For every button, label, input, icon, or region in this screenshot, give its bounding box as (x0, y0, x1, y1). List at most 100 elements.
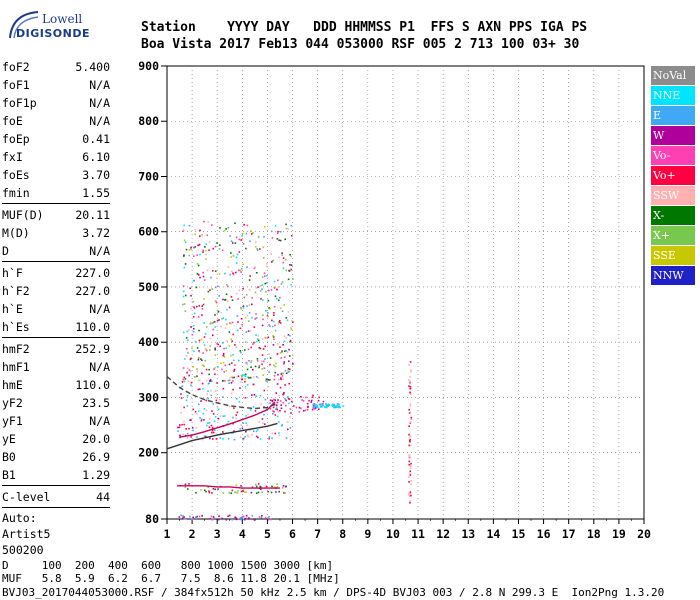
echo-point (282, 343, 284, 346)
echo-point (211, 380, 213, 383)
echo-point (285, 372, 288, 375)
echo-point (251, 316, 253, 319)
echo-point (275, 408, 277, 410)
echo-point (190, 307, 192, 310)
echo-point (253, 341, 255, 344)
echo-point (273, 312, 275, 314)
echo-point (278, 378, 280, 381)
echo-point (408, 460, 411, 463)
echo-point (205, 249, 207, 252)
echo-point (281, 252, 283, 254)
echo-point (282, 393, 284, 396)
echo-point (278, 432, 280, 434)
echo-point (224, 380, 226, 382)
echo-point (203, 489, 206, 492)
echo-point (327, 405, 329, 407)
echo-point (205, 326, 208, 328)
param-key: h`Es (2, 320, 30, 334)
echo-point (250, 303, 253, 306)
echo-point (227, 285, 229, 288)
echo-point (228, 306, 231, 309)
echo-point (271, 319, 273, 322)
echo-point (248, 279, 251, 281)
echo-point (206, 234, 209, 237)
param-value: 1.29 (82, 468, 110, 482)
param-value: 110.0 (75, 320, 110, 334)
echo-point (240, 306, 242, 309)
echo-point (258, 366, 260, 369)
echo-point (214, 390, 217, 392)
param-key: M(D) (2, 226, 30, 240)
echo-point (235, 262, 238, 264)
echo-point (219, 432, 222, 435)
echo-point (244, 378, 246, 380)
param-key: fxI (2, 150, 23, 164)
echo-point (224, 327, 227, 329)
echo-point (247, 348, 250, 351)
param-value: 227.0 (75, 266, 110, 280)
echo-point (289, 408, 292, 410)
echo-point (278, 434, 281, 437)
echo-point (266, 385, 269, 388)
echo-point (240, 239, 242, 241)
echo-point (272, 336, 275, 338)
echo-point (247, 376, 249, 378)
echo-point (281, 281, 284, 283)
echo-point (408, 454, 411, 457)
echo-point (218, 273, 221, 275)
echo-point (237, 375, 240, 378)
echo-point (240, 377, 243, 380)
echo-point (408, 408, 410, 411)
echo-point (268, 437, 270, 440)
echo-point (185, 347, 188, 350)
echo-point (258, 365, 261, 367)
echo-point (183, 423, 185, 426)
x-tick-label: 14 (486, 527, 500, 541)
echo-point (266, 314, 269, 317)
echo-point (255, 485, 258, 488)
echo-point (275, 392, 278, 394)
echo-point (290, 268, 292, 271)
echo-point (263, 225, 266, 228)
echo-point (232, 359, 235, 362)
echo-point (257, 235, 260, 238)
y-tick-label: 80 (145, 512, 159, 526)
echo-point (265, 265, 268, 268)
echo-point (192, 327, 195, 330)
echo-point (214, 286, 217, 289)
echo-point (237, 490, 239, 492)
echo-point (288, 355, 291, 357)
echo-point (184, 483, 187, 486)
echo-point (222, 387, 225, 390)
echo-point (182, 367, 185, 369)
echo-point (222, 431, 224, 433)
echo-point (252, 406, 255, 408)
echo-point (287, 369, 289, 371)
echo-point (203, 336, 206, 338)
echo-point (305, 396, 307, 399)
echo-point (207, 221, 210, 224)
echo-point (208, 490, 210, 493)
echo-point (272, 406, 275, 409)
lowell-digisonde-logo: Lowell DIGISONDE (4, 8, 124, 42)
echo-point (239, 387, 241, 389)
param-divider (2, 337, 110, 338)
echo-point (319, 406, 322, 408)
echo-point (179, 434, 181, 437)
echo-point (408, 476, 410, 478)
param-value: 3.72 (82, 226, 110, 240)
echo-point (242, 287, 244, 290)
echo-point (235, 236, 238, 239)
echo-point (196, 413, 198, 415)
echo-point (201, 515, 203, 517)
echo-point (246, 305, 248, 307)
echo-point (289, 339, 292, 342)
echo-point (275, 298, 278, 300)
echo-point (217, 310, 220, 313)
echo-point (243, 296, 246, 299)
echo-point (243, 349, 246, 351)
echo-point (202, 275, 205, 278)
echo-point (239, 327, 242, 330)
echo-point (274, 324, 276, 327)
echo-point (183, 254, 185, 256)
